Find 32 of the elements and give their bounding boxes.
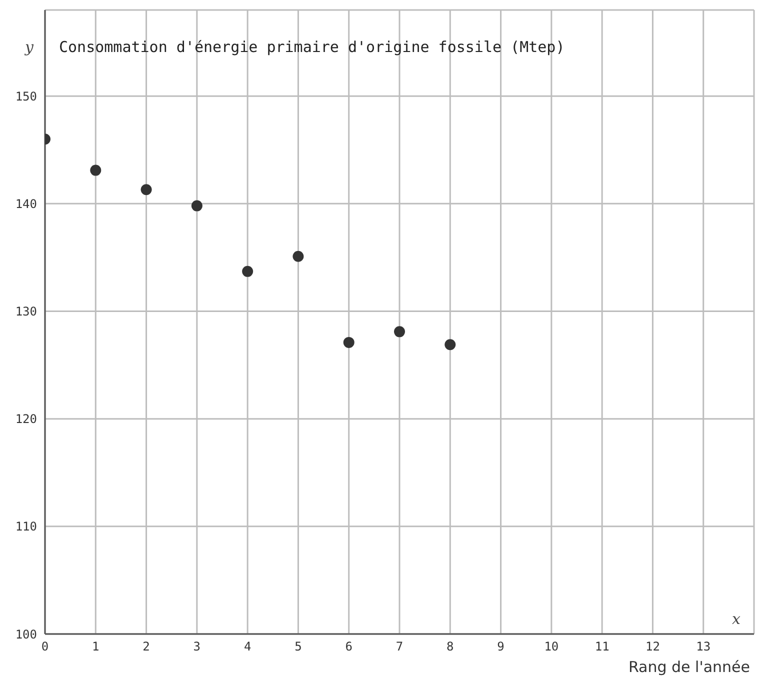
point [242, 266, 254, 277]
x-tick-label: 7 [396, 640, 404, 654]
y-tick-label: 150 [15, 89, 37, 104]
x-tick-label: 4 [244, 640, 252, 654]
x-tick-label: 6 [345, 640, 352, 654]
x-tick-label: 11 [594, 640, 610, 654]
y-tick-label: 100 [15, 627, 37, 642]
point [191, 200, 202, 212]
annotation: x [732, 610, 740, 628]
x-tick-label: 2 [142, 640, 150, 654]
point [394, 326, 405, 338]
x-tick-label: 5 [294, 640, 302, 654]
y-tick-label: 140 [15, 196, 37, 211]
point [292, 250, 304, 262]
x-tick-label: 12 [645, 640, 660, 654]
x-tick-label: 3 [193, 640, 201, 654]
x-tick-label: 8 [446, 640, 454, 654]
x-tick-label: 0 [41, 640, 49, 654]
x-tick-label: 13 [696, 640, 711, 654]
x-tick-label: 9 [497, 640, 504, 654]
y-tick-label: 130 [15, 304, 37, 318]
point [90, 164, 102, 176]
text: y [25, 38, 34, 56]
text: Consommation d'énergie primaire d'origine fossile (Mtep) [59, 38, 565, 56]
y-tick-label: 120 [15, 412, 37, 426]
x-axis-title: Rang de l'année [628, 658, 750, 676]
point [444, 339, 456, 350]
point [140, 184, 152, 196]
x-tick-label: 10 [544, 640, 559, 654]
point [343, 336, 354, 348]
x-tick-label: 1 [92, 640, 100, 654]
y-tick-label: 110 [15, 520, 37, 534]
